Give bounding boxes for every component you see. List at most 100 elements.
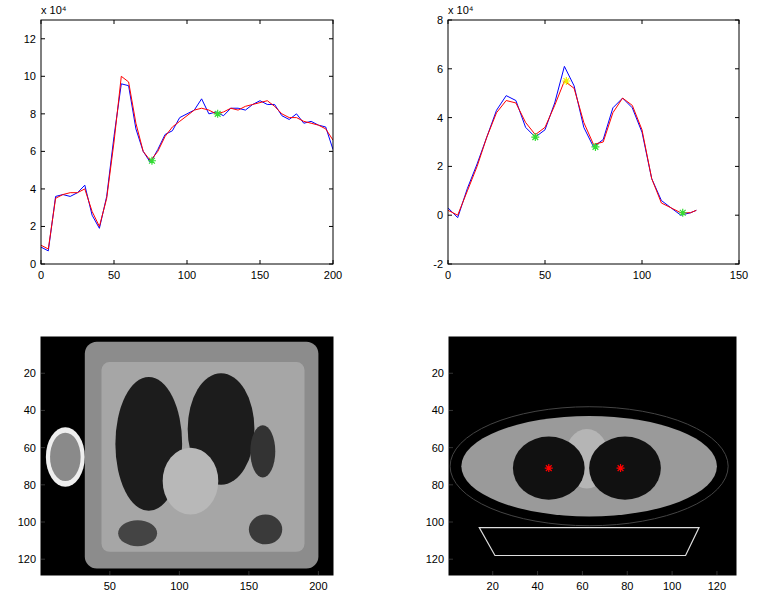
x-tick-label: 40 [531, 580, 543, 592]
y-tick-label: 100 [426, 516, 444, 528]
bowel [118, 520, 157, 546]
x-tick [545, 20, 546, 24]
figure-svg: 050100150200024681012x 10⁴050100150-2024… [0, 0, 759, 609]
y-tick [449, 484, 453, 485]
x-tick-label: 200 [309, 580, 327, 592]
marker [562, 77, 570, 85]
axes: 050100150-202468x 10⁴ [433, 4, 748, 281]
y-tick [448, 215, 452, 216]
y-tick [329, 151, 333, 152]
x-tick [716, 571, 717, 575]
body [85, 342, 319, 569]
y-tick [329, 76, 333, 77]
y-tick [41, 373, 45, 374]
y-tick [735, 215, 739, 216]
y-tick [735, 68, 739, 69]
plot-marks [41, 76, 333, 251]
panel: 050100150200024681012x 10⁴ [24, 4, 342, 281]
lung-right [589, 436, 661, 499]
x-tick [41, 20, 42, 24]
y-tick [735, 264, 739, 265]
x-tick [642, 260, 643, 264]
y-tick [41, 226, 45, 227]
y-tick-label: 4 [437, 112, 443, 124]
x-tick-label: 200 [324, 269, 342, 281]
x-tick-label: 150 [251, 269, 269, 281]
x-tick-label: 120 [708, 580, 726, 592]
y-tick [448, 264, 452, 265]
plot-area [449, 337, 736, 575]
y-tick-label: -2 [433, 258, 443, 270]
y-tick [449, 559, 453, 560]
body [461, 416, 717, 516]
x-tick-label: 50 [104, 580, 116, 592]
y-tick-label: 20 [432, 367, 444, 379]
x-tick-label: 150 [730, 269, 748, 281]
marker [214, 110, 222, 118]
head-skull [46, 427, 85, 487]
x-tick [179, 571, 180, 575]
x-tick [318, 571, 319, 575]
y-tick [448, 68, 452, 69]
x-tick-label: 100 [170, 580, 188, 592]
y-tick [449, 373, 453, 374]
y-tick-label: 60 [24, 442, 36, 454]
y-multiplier: x 10⁴ [41, 4, 67, 16]
y-tick [449, 522, 453, 523]
y-tick-label: 80 [24, 479, 36, 491]
x-tick [114, 260, 115, 264]
axes-frame [41, 337, 333, 575]
x-tick [333, 260, 334, 264]
table [479, 528, 699, 556]
y-tick-label: 40 [432, 404, 444, 416]
axes-frame [448, 20, 739, 264]
y-tick-label: 60 [432, 442, 444, 454]
x-tick [739, 260, 740, 264]
y-multiplier: x 10⁴ [448, 4, 474, 16]
y-tick-label: 120 [18, 553, 36, 565]
marker [591, 143, 599, 151]
x-tick [333, 20, 334, 24]
y-tick [41, 38, 45, 39]
x-tick [448, 20, 449, 24]
line [41, 84, 333, 251]
x-tick [187, 20, 188, 24]
x-tick-label: 100 [633, 269, 651, 281]
x-tick [642, 20, 643, 24]
x-tick-label: 50 [108, 269, 120, 281]
x-tick [260, 260, 261, 264]
y-tick [329, 188, 333, 189]
x-tick-label: 100 [178, 269, 196, 281]
y-tick-label: 100 [18, 516, 36, 528]
y-tick-label: 80 [432, 479, 444, 491]
y-tick-label: 6 [30, 145, 36, 157]
y-tick [41, 76, 45, 77]
x-tick [248, 571, 249, 575]
y-tick-label: 8 [30, 108, 36, 120]
panel: 2040608010012020406080100120 [426, 337, 736, 592]
y-tick [448, 166, 452, 167]
y-tick [41, 188, 45, 189]
y-tick-label: 6 [437, 63, 443, 75]
y-tick [41, 410, 45, 411]
marker [148, 157, 156, 165]
x-tick-label: 0 [38, 269, 44, 281]
bowel [250, 425, 275, 477]
y-tick [329, 264, 333, 265]
y-tick [449, 410, 453, 411]
y-tick-label: 4 [30, 183, 36, 195]
x-tick-label: 150 [240, 580, 258, 592]
y-tick [41, 447, 45, 448]
x-tick [109, 571, 110, 575]
plot-area [448, 20, 739, 264]
x-tick [739, 20, 740, 24]
y-tick [329, 226, 333, 227]
x-tick-label: 60 [576, 580, 588, 592]
x-tick [672, 571, 673, 575]
y-tick [735, 117, 739, 118]
skin-outline [450, 407, 728, 526]
head-inner [50, 433, 81, 481]
y-tick [41, 151, 45, 152]
x-tick [492, 571, 493, 575]
x-tick-label: 100 [663, 580, 681, 592]
